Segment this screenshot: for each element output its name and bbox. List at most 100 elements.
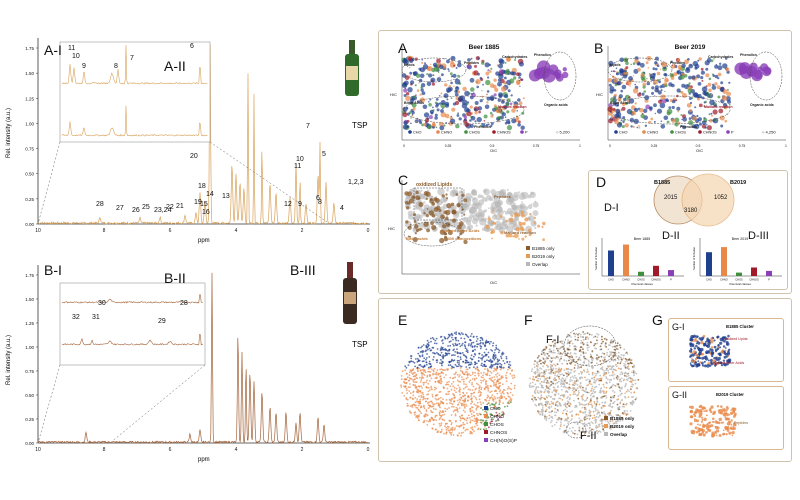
- tsne-point: [513, 387, 516, 390]
- tsne-point: [430, 340, 432, 343]
- tsne-point: [572, 377, 575, 379]
- tsne-point: [441, 414, 444, 416]
- tsne-point: [573, 332, 575, 335]
- vk-point: [623, 69, 627, 73]
- tsne-point: [594, 407, 597, 410]
- tsne-point: [596, 342, 599, 345]
- tsne-point: [438, 422, 441, 425]
- vk-point: [708, 113, 711, 115]
- b2019-point: [491, 237, 494, 240]
- tsne-point: [495, 420, 497, 422]
- vk-point: [712, 119, 715, 122]
- panel-label-F: F: [524, 312, 533, 328]
- tsne-point: [570, 361, 573, 364]
- vk-point: [671, 118, 676, 123]
- tsne-point: [560, 355, 563, 358]
- tsne-point: [447, 345, 449, 347]
- tsne-point: [457, 365, 459, 368]
- tsne-point: [614, 359, 617, 362]
- tsne-point: [605, 390, 608, 393]
- vk-point: [630, 125, 633, 128]
- bar-CHNO: [721, 247, 727, 276]
- tsne-point: [490, 366, 493, 369]
- vk-point: [653, 72, 656, 76]
- vk-point: [511, 108, 516, 113]
- vk-point: [608, 83, 612, 87]
- GI-point: [709, 358, 713, 362]
- tsne-point: [569, 403, 572, 406]
- tsne-point: [627, 396, 630, 398]
- tsne-point: [487, 389, 490, 392]
- vk-point: [419, 73, 425, 79]
- vk-point: [444, 103, 450, 108]
- vk-point: [644, 79, 647, 82]
- tsne-point: [439, 375, 441, 378]
- b1885-point: [412, 212, 417, 217]
- vk-point: [476, 85, 479, 89]
- b1885-point: [414, 232, 417, 235]
- vk-point: [450, 81, 453, 85]
- tsne-point: [556, 375, 559, 378]
- b1885-point: [428, 210, 435, 216]
- tsne-point: [602, 383, 605, 386]
- GII-point: [697, 409, 700, 412]
- tsne-point: [544, 370, 547, 373]
- tsne-point: [624, 385, 626, 388]
- vk-point: [619, 57, 625, 63]
- tsne-point: [602, 418, 605, 421]
- tsne-point: [460, 425, 463, 427]
- tsne-point: [607, 369, 609, 372]
- vk-region-label: Maillard reaction: [498, 105, 527, 109]
- tsne-point: [487, 369, 489, 372]
- tsne-point: [462, 392, 465, 395]
- tsne-point: [529, 386, 531, 388]
- tsne-point: [478, 372, 480, 375]
- panel-label-DIII: D-III: [748, 230, 769, 242]
- vk-point: [608, 60, 614, 66]
- GII-point: [711, 417, 715, 421]
- vk-point: [419, 97, 426, 103]
- tsne-point: [584, 399, 586, 402]
- overlap-point: [466, 216, 473, 222]
- GII-point: [713, 410, 717, 414]
- tsne-point: [471, 383, 473, 386]
- GII-point: [719, 410, 724, 415]
- panel-label-DI: D-I: [604, 202, 619, 214]
- tsne-point: [456, 379, 459, 382]
- b2019-point: [521, 228, 525, 232]
- beer-bottle-dark-icon: [343, 262, 357, 324]
- vk-point: [714, 74, 719, 79]
- vk-point: [613, 78, 619, 83]
- tsne-point: [429, 419, 432, 421]
- vk-point: [641, 92, 645, 96]
- GI-point: [697, 360, 700, 362]
- tsne-point: [628, 390, 630, 392]
- tsne-point: [412, 394, 415, 397]
- bar-category: CHNOS: [651, 278, 661, 282]
- tsne-point: [414, 358, 417, 360]
- tsne-point: [593, 379, 596, 381]
- GI-point: [709, 364, 712, 367]
- tsne-point: [584, 410, 587, 413]
- vk-point: [623, 97, 627, 102]
- bar-category: P: [670, 278, 672, 282]
- tsne-point: [498, 378, 501, 381]
- tsne-point: [581, 406, 584, 409]
- tsne-point: [542, 372, 545, 375]
- tsne-point: [423, 370, 425, 373]
- tsne-point: [447, 429, 450, 432]
- tsne-point: [617, 355, 620, 357]
- tsne-point: [483, 378, 486, 381]
- vk-xtick: 0.25: [651, 144, 658, 148]
- vk-point: [509, 102, 513, 106]
- tsne-point: [482, 374, 484, 377]
- tsne-point: [408, 410, 411, 413]
- tsne-point: [544, 414, 546, 417]
- tsne-point: [576, 422, 579, 425]
- tsne-point: [499, 366, 502, 369]
- tsne-point: [436, 361, 438, 364]
- tsne-point: [500, 363, 503, 366]
- tsne-point: [500, 392, 502, 395]
- F-legend-label: Overlap: [610, 432, 627, 437]
